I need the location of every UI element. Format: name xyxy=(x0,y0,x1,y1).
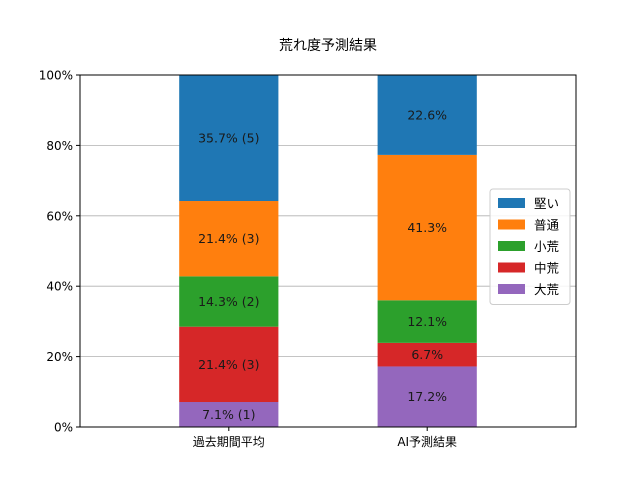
legend-label: 普通 xyxy=(534,218,560,233)
bar-segment xyxy=(377,154,477,301)
x-tick-label: 過去期間平均 xyxy=(193,435,265,449)
data-label: 7.1% (1) xyxy=(202,407,255,422)
y-tick-label: 0% xyxy=(54,421,73,435)
x-axis: 過去期間平均 AI予測結果 xyxy=(193,427,457,449)
legend-label: 中荒 xyxy=(534,261,559,276)
chart-title: 荒れ度予測結果 xyxy=(279,38,377,54)
legend-swatch xyxy=(498,284,525,294)
legend-box xyxy=(489,188,571,305)
y-tick-label: 20% xyxy=(46,350,73,364)
data-label: 21.4% (3) xyxy=(198,231,259,246)
bar-segment xyxy=(377,366,477,427)
legend-swatch xyxy=(498,262,525,273)
bar-segment xyxy=(179,276,279,327)
bar-segment xyxy=(377,342,477,367)
data-label: 41.3% xyxy=(407,220,447,235)
y-axis: 0% 20% 40% 60% 80% 100% xyxy=(39,69,80,435)
bar-segment xyxy=(179,402,279,427)
data-label: 22.6% xyxy=(407,108,447,123)
plot-frame xyxy=(79,74,577,428)
legend-label: 大荒 xyxy=(534,282,559,297)
y-tick-label: 80% xyxy=(46,139,73,153)
legend-swatch xyxy=(498,241,525,251)
data-label: 14.3% (2) xyxy=(198,294,259,309)
legend-label: 小荒 xyxy=(534,239,559,254)
legend-swatch xyxy=(498,219,525,230)
segment-labels: 7.1% (1) 21.4% (3) 14.3% (2) 21.4% (3) 35.7%… xyxy=(198,108,447,422)
bar-segment xyxy=(179,201,279,277)
y-tick-label: 40% xyxy=(46,280,73,294)
x-tick-label: AI予測結果 xyxy=(397,435,457,449)
data-label: 6.7% xyxy=(411,347,443,362)
bar-segments xyxy=(179,75,477,427)
data-label: 35.7% (5) xyxy=(198,131,259,146)
bar-segment xyxy=(179,75,279,202)
data-label: 12.1% xyxy=(407,314,447,329)
data-label: 17.2% xyxy=(407,389,447,404)
data-label: 21.4% (3) xyxy=(198,357,259,372)
bar-segment xyxy=(377,300,477,343)
bar-segment xyxy=(377,75,477,155)
legend-swatch xyxy=(498,198,525,208)
y-tick-label: 60% xyxy=(46,209,73,223)
y-tick-label: 100% xyxy=(39,69,73,83)
legend-label: 堅い xyxy=(534,196,559,211)
bar-segment xyxy=(179,326,279,403)
